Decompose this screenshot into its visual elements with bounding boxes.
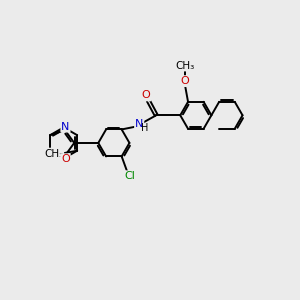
Text: O: O (61, 154, 70, 164)
Text: N: N (135, 119, 143, 129)
Text: CH₃: CH₃ (44, 148, 63, 158)
Text: CH₃: CH₃ (176, 61, 195, 70)
Text: O: O (181, 76, 190, 86)
Text: O: O (142, 91, 150, 100)
Text: H: H (141, 123, 148, 133)
Text: N: N (61, 122, 70, 132)
Text: Cl: Cl (124, 171, 135, 181)
